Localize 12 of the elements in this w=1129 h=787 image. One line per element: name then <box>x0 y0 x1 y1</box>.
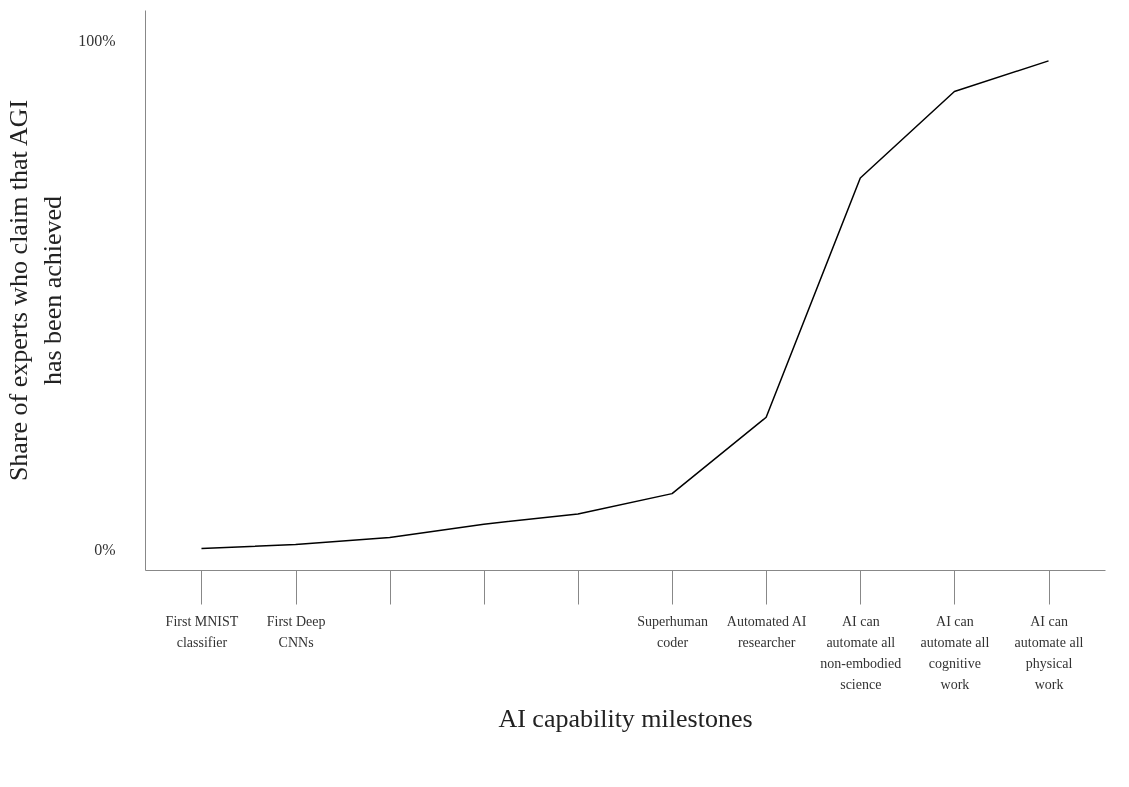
line-series <box>200 60 1050 550</box>
x-tick-label: Automated AI researcher <box>726 613 807 650</box>
x-tick-label: AI can automate all non-embodied science <box>820 613 902 692</box>
y-tick-label: 0% <box>94 541 116 559</box>
y-tick-label: 100% <box>78 32 116 50</box>
x-tick-label: AI can automate all physical work <box>1014 613 1084 692</box>
x-tick-label: Superhuman coder <box>637 613 708 650</box>
x-tick-label: First Deep CNNs <box>266 613 326 650</box>
y-axis-title: Share of experts who claim that AGI has been achieved <box>4 99 68 482</box>
x-tick-label: First MNIST classifier <box>165 613 239 650</box>
x-axis-title: AI capability milestones <box>498 703 753 733</box>
x-tick-label: AI can automate all cognitive work <box>920 613 990 692</box>
